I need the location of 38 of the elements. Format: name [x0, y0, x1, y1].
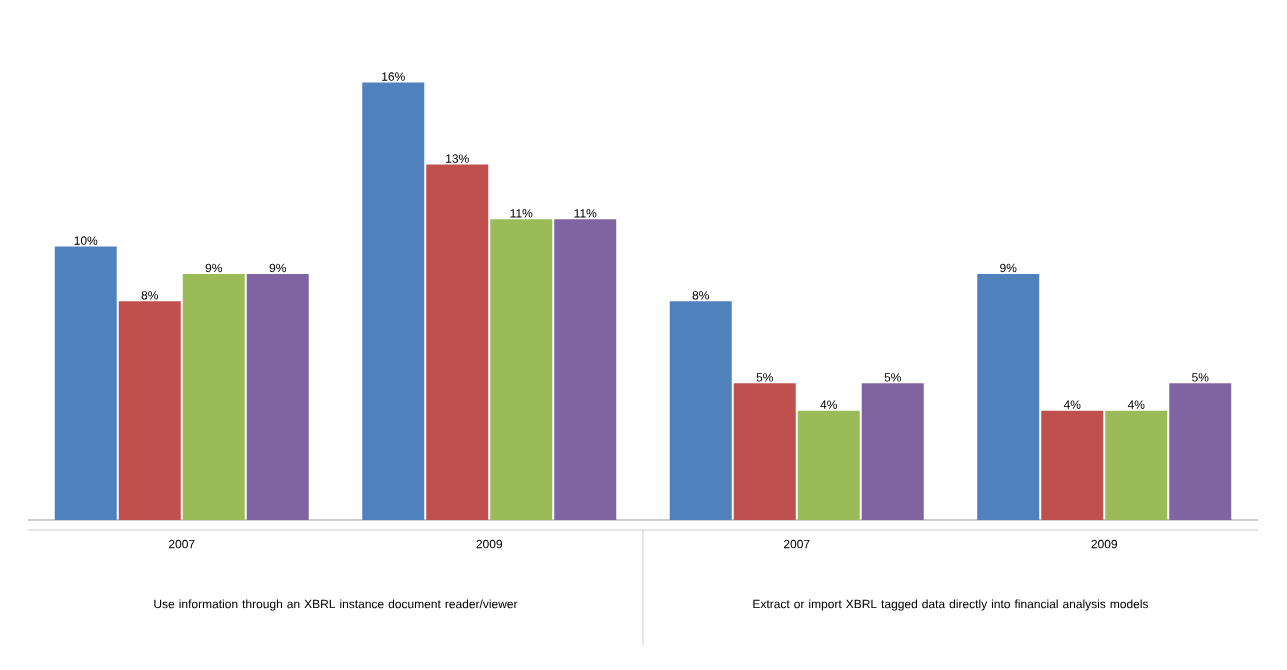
bar: [426, 164, 489, 520]
bar: [977, 273, 1040, 520]
bar: [182, 273, 245, 520]
data-label: 10%: [74, 236, 98, 245]
data-label: 8%: [141, 291, 158, 300]
bar: [797, 410, 860, 520]
bar: [490, 219, 553, 520]
bar: [669, 301, 732, 520]
data-label: 4%: [1063, 400, 1081, 409]
data-label: 4%: [1127, 400, 1145, 409]
data-label: 9%: [205, 263, 222, 273]
x-tick-label: 2009: [476, 539, 503, 549]
bar: [1105, 410, 1168, 520]
bar: [246, 273, 309, 520]
x-tick-label: 2007: [169, 539, 195, 549]
bar: [1041, 410, 1104, 520]
x-tick-label: 2007: [783, 539, 810, 549]
bar: [362, 82, 425, 520]
data-label: 9%: [1000, 263, 1017, 273]
data-label: 11%: [510, 209, 533, 218]
data-label: 11%: [574, 209, 597, 218]
data-label: 5%: [756, 373, 773, 382]
x-tick-label: 2009: [1091, 539, 1118, 549]
text: Extract or import XBRL tagged data directly into financial analysis models: [753, 599, 1149, 611]
data-label: 8%: [692, 291, 709, 300]
data-label: 13%: [446, 154, 469, 163]
data-label: 4%: [820, 400, 837, 409]
data-label: 16%: [382, 72, 405, 81]
bar: [54, 246, 117, 520]
data-label: 5%: [884, 373, 901, 382]
data-label: 5%: [1192, 373, 1209, 382]
data-label: 9%: [269, 263, 286, 273]
bar: [733, 383, 796, 520]
bar: [554, 219, 617, 520]
bar: [118, 301, 181, 520]
bar: [1169, 383, 1232, 520]
bar: [861, 383, 924, 520]
text: Use information through an XBRL instance document reader/viewer: [154, 599, 518, 611]
